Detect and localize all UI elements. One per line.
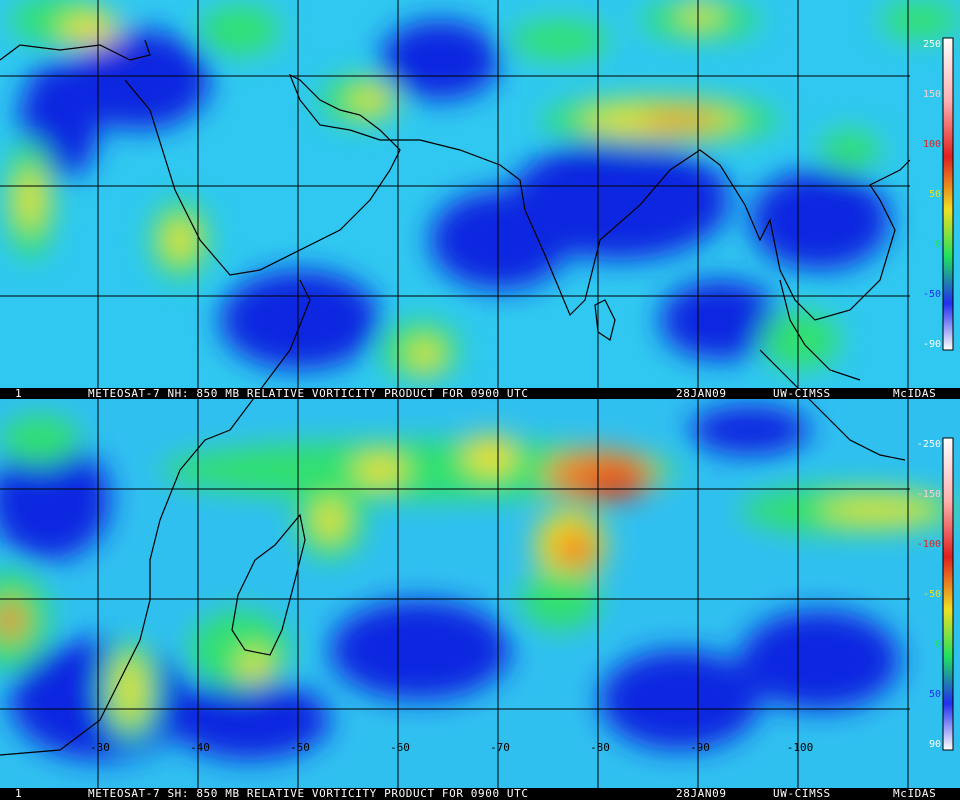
vorticity-blob [410,340,440,370]
vorticity-blob [70,30,210,130]
vorticity-blob [240,650,270,680]
vorticity-blob [820,130,880,170]
banner-product: METEOSAT-7 SH: 850 MB RELATIVE VORTICITY… [88,787,529,800]
vorticity-blob [165,220,195,260]
colorbar-label: 150 [923,89,941,100]
field-blobs [0,405,960,760]
colorbar-label: -250 [917,439,941,450]
banner-source: UW-CIMSS [773,787,831,800]
banner-source: UW-CIMSS [773,387,831,400]
vorticity-blob [190,610,290,690]
banner-frame: 1 [15,787,22,800]
colorbar-label: 50 [929,189,941,200]
coastline [0,39,911,321]
banner-software: McIDAS [893,387,936,400]
longitude-label: -30 [90,741,110,754]
banner-frame: 1 [15,387,22,400]
longitude-label: -70 [490,741,510,754]
vorticity-blob [0,600,25,640]
vorticity-blob [660,280,780,360]
vorticity-blob [118,655,142,725]
vorticity-blob [380,20,500,100]
vorticity-blob [465,435,515,475]
longitude-label: -40 [190,741,210,754]
labels: 1 METEOSAT-7 NH: 850 MB RELATIVE VORTICIT… [15,39,941,800]
colorbar [942,437,954,751]
vorticity-blob [0,440,110,560]
vorticity-blob [170,680,330,760]
vorticity-blob [820,500,940,520]
colorbar [942,37,954,351]
colorbar-label: 90 [929,739,941,750]
vorticity-blob [750,170,890,270]
field-blobs [5,0,960,380]
colorbar-label: -150 [917,489,941,500]
colorbar-label: 0 [935,639,941,650]
vorticity-blob [315,500,345,540]
field-nh [0,0,960,388]
vorticity-blob [520,570,600,630]
banner-software: McIDAS [893,787,936,800]
vorticity-blob [18,170,42,230]
colorbar-label: -90 [923,339,941,350]
longitude-label: -90 [690,741,710,754]
colorbar-label: 100 [923,139,941,150]
vorticity-blob [555,530,595,570]
longitude-label: -60 [390,741,410,754]
banner-product: METEOSAT-7 NH: 850 MB RELATIVE VORTICITY… [88,387,529,400]
vorticity-blob [220,270,380,370]
colorbar-label: 250 [923,39,941,50]
vorticity-blob [880,0,960,40]
field-sh [0,399,960,788]
vorticity-blob [355,455,405,485]
vorticity-blob [690,405,810,455]
vorticity-blob [740,610,900,710]
longitude-label: -80 [590,741,610,754]
longitude-label: -50 [290,741,310,754]
vorticity-blob [350,88,390,112]
colorbar-label: -100 [917,539,941,550]
banner-date: 28JAN09 [676,387,727,400]
vorticity-blob [60,15,120,45]
colorbar-label: -50 [923,289,941,300]
vorticity-blob [200,5,280,55]
colorbar-label: 0 [935,239,941,250]
banner-bar [0,788,960,800]
colorbar-label: -50 [923,589,941,600]
longitude-label: -100 [787,741,814,754]
vorticity-blob [600,650,760,750]
coastline [759,279,906,461]
vorticity-blob [640,112,720,128]
vorticity-blob [330,600,510,700]
vorticity-blob [585,473,645,497]
vorticity-blob [430,190,570,290]
banner-date: 28JAN09 [676,787,727,800]
colorbar-label: 50 [929,689,941,700]
vorticity-blob [0,415,80,465]
vorticity-blob [760,310,840,370]
banner-bar [0,388,960,399]
grid [0,0,910,788]
vorticity-blob [510,20,610,60]
vorticity-blob [680,5,720,25]
coastline [0,279,311,756]
